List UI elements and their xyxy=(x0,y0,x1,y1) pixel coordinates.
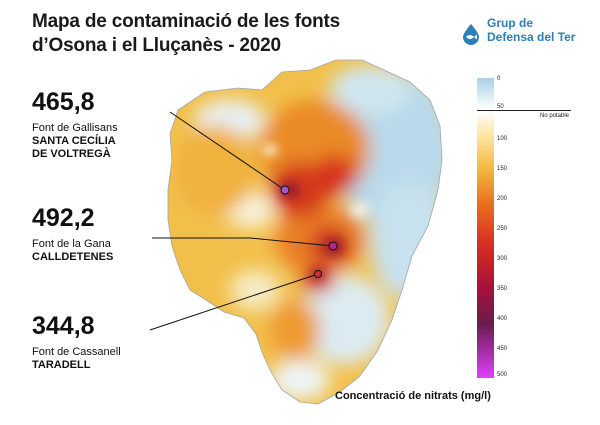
legend-tick-label: 250 xyxy=(497,226,508,232)
callout-town-line-1: CALLDETENES xyxy=(32,251,114,263)
heatmap-surface xyxy=(168,60,442,404)
legend-tick-label: 200 xyxy=(497,196,508,202)
leader-line-cassanell xyxy=(149,273,319,331)
legend-tick-label: 450 xyxy=(497,346,508,352)
legend-title: Concentració de nitrats (mg/l) xyxy=(335,390,491,402)
callout-town: SANTA CECÍLIA DE VOLTREGÀ xyxy=(32,135,118,161)
potability-threshold-line xyxy=(477,110,571,111)
legend-tick-label: 0 xyxy=(497,76,501,82)
marker-font-de-cassanell[interactable] xyxy=(314,270,322,278)
organization-name: Grup de Defensa del Ter xyxy=(487,16,575,44)
legend-tick-label: 300 xyxy=(497,256,508,262)
callout-value: 344,8 xyxy=(32,312,95,340)
callout-font-de-la-gana: 492,2 Font de la Gana CALLDETENES xyxy=(32,204,113,264)
marker-font-de-gallisans[interactable] xyxy=(280,185,290,195)
callout-font-de-gallisans: 465,8 Font de Gallisans SANTA CECÍLIA DE… xyxy=(32,88,118,161)
callout-spring-name: Font de Cassanell xyxy=(32,346,121,358)
legend-tick-label: 150 xyxy=(497,166,508,172)
callout-value: 492,2 xyxy=(32,204,95,232)
organization-name-line-1: Grup de xyxy=(487,16,534,30)
organization-name-line-2: Defensa del Ter xyxy=(487,30,576,44)
callout-spring-name: Font de Gallisans xyxy=(32,122,118,134)
map-title-line-2: d’Osona i el Lluçanès - 2020 xyxy=(32,35,281,56)
legend-tick-label: 50 xyxy=(497,104,504,110)
callout-town-line-1: TARADELL xyxy=(32,359,91,371)
organization-logo: Grup de Defensa del Ter xyxy=(459,16,594,52)
legend-color-bar xyxy=(477,78,494,378)
callout-town-line-1: SANTA CECÍLIA xyxy=(32,135,116,147)
legend-tick-label: 400 xyxy=(497,316,508,322)
callout-town-line-2: DE VOLTREGÀ xyxy=(32,148,111,160)
legend-tick-label: 100 xyxy=(497,136,508,142)
callout-spring-name: Font de la Gana xyxy=(32,238,111,250)
map-title: Mapa de contaminació de les fonts d’Oson… xyxy=(32,10,412,58)
region-border xyxy=(167,59,443,405)
marker-font-de-la-gana[interactable] xyxy=(328,241,338,251)
callout-town: CALLDETENES xyxy=(32,251,113,264)
map-title-line-1: Mapa de contaminació de les fonts xyxy=(32,11,341,32)
potability-threshold-label: No potable xyxy=(540,113,570,119)
leader-line-gallisans xyxy=(169,111,286,191)
drop-fish-logo-icon xyxy=(463,24,479,45)
legend-tick-label: 350 xyxy=(497,286,508,292)
legend-tick-label: 500 xyxy=(497,372,508,378)
leader-line-gana xyxy=(152,237,334,247)
callout-value: 465,8 xyxy=(32,88,95,116)
callout-town: TARADELL xyxy=(32,359,121,372)
callout-font-de-cassanell: 344,8 Font de Cassanell TARADELL xyxy=(32,312,121,372)
